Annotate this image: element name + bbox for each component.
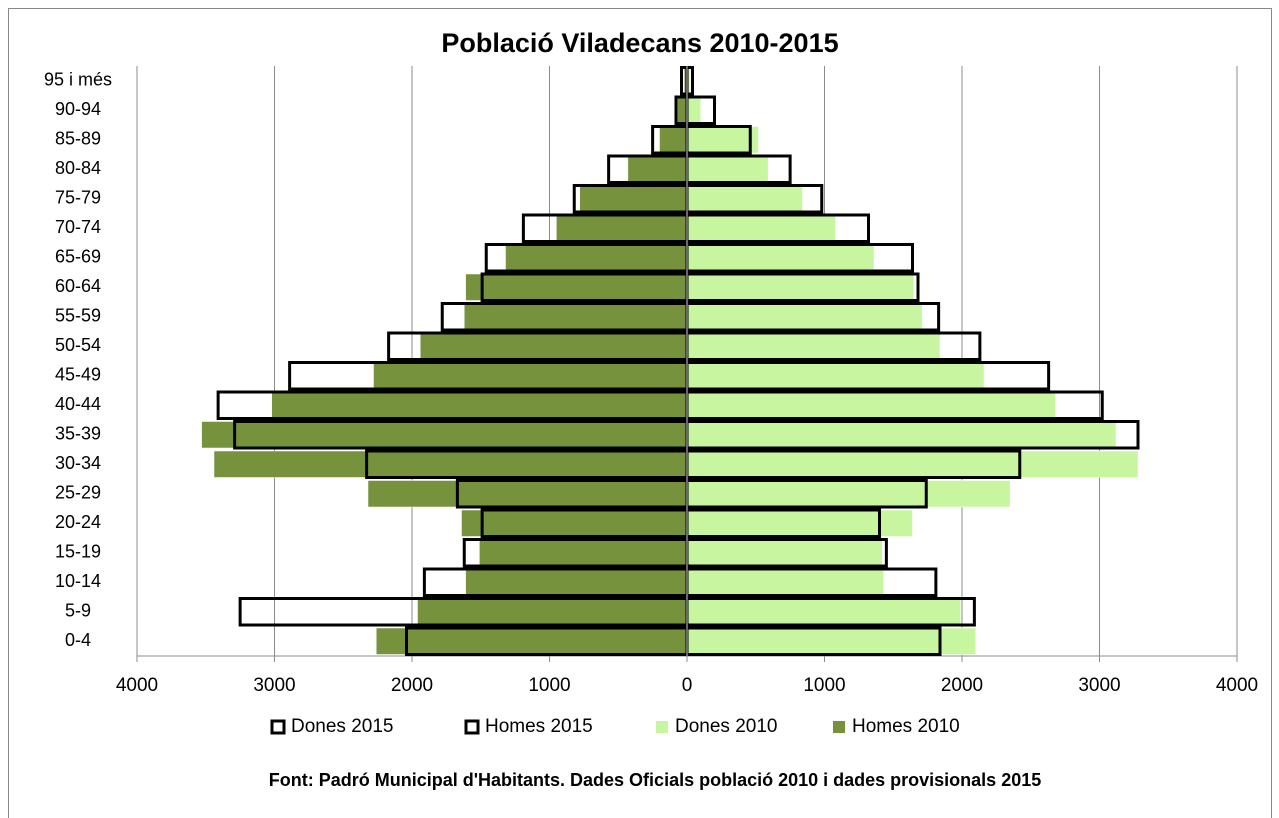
- bar: [686, 214, 836, 242]
- bar: [686, 509, 913, 537]
- legend-label: Homes 2015: [485, 716, 593, 737]
- bar: [479, 539, 688, 567]
- bar: [686, 598, 961, 626]
- bar: [686, 421, 1117, 449]
- bar: [420, 332, 688, 360]
- bar: [659, 126, 688, 154]
- x-tick-label: 1000: [803, 675, 845, 696]
- y-tick-label: 60-64: [55, 276, 101, 296]
- bar: [627, 155, 688, 183]
- legend-label: Homes 2010: [852, 716, 960, 737]
- y-tick-label: 20-24: [55, 512, 101, 532]
- bar: [461, 509, 688, 537]
- bar: [686, 96, 701, 124]
- y-tick-label: 25-29: [55, 483, 101, 503]
- x-tick-label: 4000: [116, 675, 158, 696]
- bar: [465, 273, 688, 301]
- bar: [686, 303, 923, 331]
- bar: [201, 421, 688, 449]
- x-tick-label: 3000: [1078, 675, 1120, 696]
- chart-title: Població Viladecans 2010-2015: [441, 28, 838, 58]
- y-tick-label: 90-94: [55, 99, 101, 119]
- y-tick-label: 70-74: [55, 217, 101, 237]
- bar: [271, 391, 688, 419]
- x-tick-label: 2000: [391, 675, 433, 696]
- bar: [376, 627, 688, 655]
- bar: [686, 568, 884, 596]
- legend-label: Dones 2010: [675, 716, 777, 737]
- bar: [505, 244, 688, 272]
- y-tick-label: 35-39: [55, 424, 101, 444]
- bar: [556, 214, 688, 242]
- y-tick-label: 75-79: [55, 188, 101, 208]
- bar: [464, 303, 688, 331]
- y-tick-label: 80-84: [55, 158, 101, 178]
- bar: [686, 362, 985, 390]
- bar: [686, 244, 875, 272]
- x-tick-label: 1000: [528, 675, 570, 696]
- bar: [686, 627, 976, 655]
- y-tick-label: 50-54: [55, 335, 101, 355]
- legend-swatch: [464, 719, 480, 735]
- bar: [686, 391, 1056, 419]
- bar: [686, 332, 941, 360]
- y-tick-label: 0-4: [65, 630, 91, 650]
- legend-swatch: [656, 721, 668, 733]
- bar: [686, 539, 883, 567]
- bar: [579, 185, 688, 213]
- y-tick-label: 55-59: [55, 306, 101, 326]
- x-tick-label: 0: [682, 675, 693, 696]
- y-tick-label: 15-19: [55, 542, 101, 562]
- x-tick-label: 4000: [1216, 675, 1258, 696]
- legend-label: Dones 2015: [291, 716, 393, 737]
- bar: [686, 450, 1139, 478]
- bar: [373, 362, 688, 390]
- y-tick-label: 5-9: [65, 601, 91, 621]
- bar: [417, 598, 688, 626]
- bar: [686, 185, 803, 213]
- x-tick-label: 2000: [941, 675, 983, 696]
- y-tick-label: 30-34: [55, 453, 101, 473]
- bar: [465, 568, 688, 596]
- source-note: Font: Padró Municipal d'Habitants. Dades…: [269, 770, 1042, 790]
- y-tick-label: 10-14: [55, 571, 101, 591]
- y-tick-label: 65-69: [55, 247, 101, 267]
- y-tick-label: 40-44: [55, 394, 101, 414]
- y-tick-label: 45-49: [55, 365, 101, 385]
- bar: [213, 450, 688, 478]
- bar: [367, 480, 688, 508]
- legend-swatch: [833, 721, 845, 733]
- legend-swatch: [270, 719, 286, 735]
- bar: [686, 273, 915, 301]
- bar: [686, 155, 769, 183]
- y-tick-label: 85-89: [55, 129, 101, 149]
- x-tick-label: 3000: [253, 675, 295, 696]
- bar: [686, 126, 759, 154]
- y-tick-label: 95 i més: [44, 70, 112, 90]
- bar: [686, 480, 1011, 508]
